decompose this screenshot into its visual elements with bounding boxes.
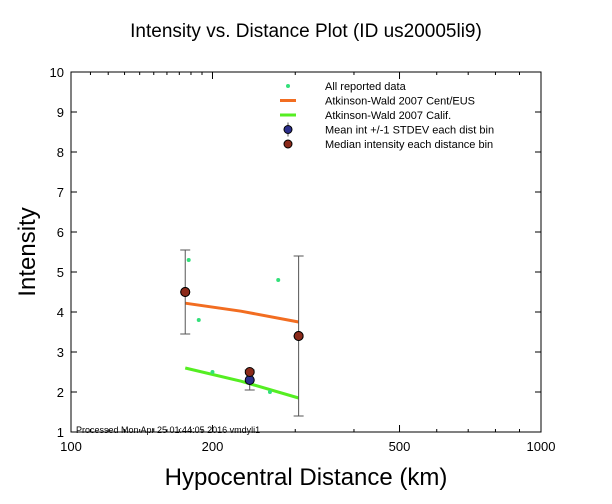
legend-point-swatch xyxy=(286,84,290,88)
legend-mean-swatch xyxy=(283,125,293,134)
legend-label: Median intensity each distance bin xyxy=(325,139,493,151)
legend-item: All reported data xyxy=(286,81,407,93)
series-line-1 xyxy=(185,301,299,324)
y-tick-label: 4 xyxy=(57,305,64,320)
median-point xyxy=(180,287,191,297)
x-tick-label: 500 xyxy=(389,439,411,454)
y-tick-label: 5 xyxy=(57,265,64,280)
data-point xyxy=(276,278,281,282)
x-tick-label: 1000 xyxy=(527,439,556,454)
series-line-2 xyxy=(184,366,300,400)
legend: All reported data Atkinson-Wald 2007 Cent… xyxy=(280,81,494,151)
x-axis-label: Hypocentral Distance (km) xyxy=(165,464,448,491)
median-point xyxy=(244,367,255,377)
legend-item: Median intensity each distance bin xyxy=(283,139,493,151)
legend-label: All reported data xyxy=(325,81,407,93)
plot-frame xyxy=(70,71,542,433)
median-point xyxy=(293,331,304,341)
legend-item: Atkinson-Wald 2007 Cent/EUS xyxy=(280,96,475,108)
chart-title: Intensity vs. Distance Plot (ID us20005l… xyxy=(130,21,482,42)
y-tick-label: 6 xyxy=(57,225,64,240)
data-point xyxy=(186,258,191,262)
legend-label: Atkinson-Wald 2007 Cent/EUS xyxy=(325,96,475,108)
y-tick-label: 2 xyxy=(57,385,64,400)
y-axis-label: Intensity xyxy=(14,207,41,296)
legend-label: Atkinson-Wald 2007 Calif. xyxy=(325,110,451,122)
processed-footnote: Processed Mon Apr 25 01:44:05 2016 vmdyl… xyxy=(76,425,260,435)
legend-item: Atkinson-Wald 2007 Calif. xyxy=(280,110,451,122)
legend-item: Mean int +/-1 STDEV each dist bin xyxy=(283,122,494,137)
data-point xyxy=(210,370,215,374)
y-tick-label: 10 xyxy=(50,65,64,80)
x-tick-label: 200 xyxy=(202,439,224,454)
y-tick-label: 1 xyxy=(57,425,64,440)
data-point xyxy=(267,390,272,394)
y-tick-label: 8 xyxy=(57,145,64,160)
y-tick-label: 7 xyxy=(57,185,64,200)
data-point xyxy=(196,318,201,322)
x-tick-label: 100 xyxy=(60,439,82,454)
legend-median-swatch xyxy=(283,139,293,149)
y-tick-label: 3 xyxy=(57,345,64,360)
plot-area: 1 2 3 4 5 6 7 8 9 10 100 200 500 1000 xyxy=(50,65,556,454)
y-tick-label: 9 xyxy=(57,105,64,120)
legend-label: Mean int +/-1 STDEV each dist bin xyxy=(325,125,494,137)
